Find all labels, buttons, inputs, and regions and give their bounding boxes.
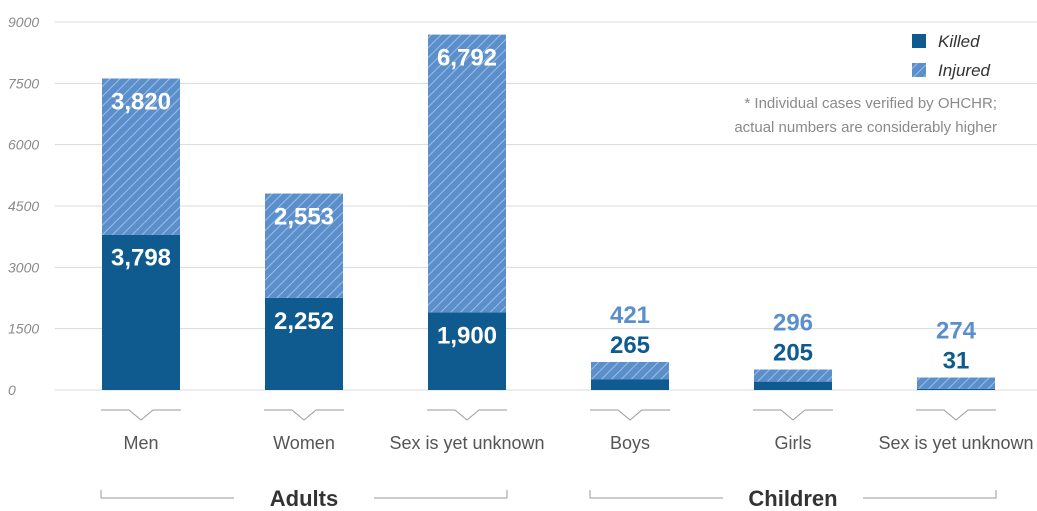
category-label: Sex is yet unknown — [878, 433, 1033, 453]
y-tick-label: 1500 — [8, 321, 39, 337]
category-label: Men — [123, 433, 158, 453]
bar-killed — [754, 381, 832, 390]
y-tick-label: 0 — [8, 382, 16, 398]
data-label-injured: 2,553 — [274, 204, 334, 231]
category-marker — [427, 409, 507, 421]
footnote-line-2: actual numbers are considerably higher — [734, 119, 997, 136]
group-bracket-right — [863, 490, 997, 499]
y-tick-label: 9000 — [8, 14, 39, 30]
data-label-killed: 2,252 — [274, 308, 334, 335]
legend: Killed Injured — [912, 32, 991, 80]
category-marker — [101, 409, 181, 421]
bar-injured — [428, 34, 506, 313]
data-label-injured: 274 — [936, 318, 977, 345]
bar-killed — [591, 379, 669, 390]
category-label: Boys — [610, 433, 650, 453]
footnote-line-1: * Individual cases verified by OHCHR; — [744, 95, 997, 112]
footnote: * Individual cases verified by OHCHR; ac… — [734, 95, 997, 136]
y-tick-label: 7500 — [8, 75, 39, 91]
category-marker — [264, 409, 344, 421]
data-label-killed: 3,798 — [111, 245, 171, 272]
group-bracket-left — [589, 490, 723, 499]
category-label: Women — [273, 433, 335, 453]
category-labels: Men Women Sex is yet unknown Boys Girls Sex i… — [101, 409, 1034, 453]
legend-swatch-killed — [912, 34, 926, 48]
group-bracket-left — [100, 490, 234, 499]
category-marker — [590, 409, 670, 421]
bar-killed — [917, 388, 995, 390]
y-tick-label: 4500 — [8, 198, 39, 214]
bars — [102, 34, 995, 390]
group-label: Adults — [270, 486, 338, 511]
bar-injured — [917, 377, 995, 389]
bar-killed — [265, 297, 343, 390]
gridlines — [55, 21, 1037, 391]
category-marker — [753, 409, 833, 421]
y-tick-label: 6000 — [8, 137, 39, 153]
data-label-killed: 1,900 — [437, 322, 497, 349]
data-label-injured: 6,792 — [437, 45, 497, 72]
category-marker — [916, 409, 996, 421]
data-label-killed: 31 — [943, 348, 970, 375]
bar-killed — [428, 312, 506, 390]
y-axis-ticks: 0 1500 3000 4500 6000 7500 9000 — [8, 14, 39, 398]
group-bracket-right — [374, 490, 508, 499]
data-label-injured: 421 — [610, 302, 650, 329]
legend-swatch-injured — [912, 63, 926, 77]
bar-killed — [102, 234, 180, 390]
category-label: Girls — [775, 433, 812, 453]
data-label-injured: 296 — [773, 310, 813, 337]
data-label-injured: 3,820 — [111, 89, 171, 116]
y-tick-label: 3000 — [8, 259, 39, 275]
group-labels: Adults Children — [100, 486, 997, 511]
group-label: Children — [748, 486, 837, 511]
legend-label-killed: Killed — [938, 32, 980, 51]
bar-injured — [754, 369, 832, 382]
bar-injured — [102, 78, 180, 235]
legend-label-injured: Injured — [938, 61, 991, 80]
data-label-killed: 205 — [773, 340, 813, 367]
data-label-killed: 265 — [610, 332, 650, 359]
data-labels: 3,798 3,820 2,252 2,553 1,900 6,792 265 421 205 2… — [111, 45, 977, 375]
bar-injured — [265, 193, 343, 298]
bar-injured — [591, 361, 669, 380]
category-label: Sex is yet unknown — [389, 433, 544, 453]
